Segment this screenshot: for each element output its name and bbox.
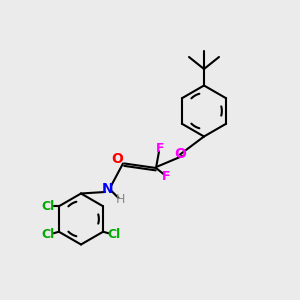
Text: Cl: Cl (41, 228, 54, 241)
Text: H: H (115, 193, 125, 206)
Text: Cl: Cl (42, 200, 55, 213)
Text: O: O (111, 152, 123, 166)
Text: N: N (102, 182, 114, 196)
Text: F: F (156, 142, 165, 155)
Text: Cl: Cl (108, 228, 121, 241)
Text: O: O (174, 148, 186, 161)
Text: F: F (162, 170, 171, 184)
